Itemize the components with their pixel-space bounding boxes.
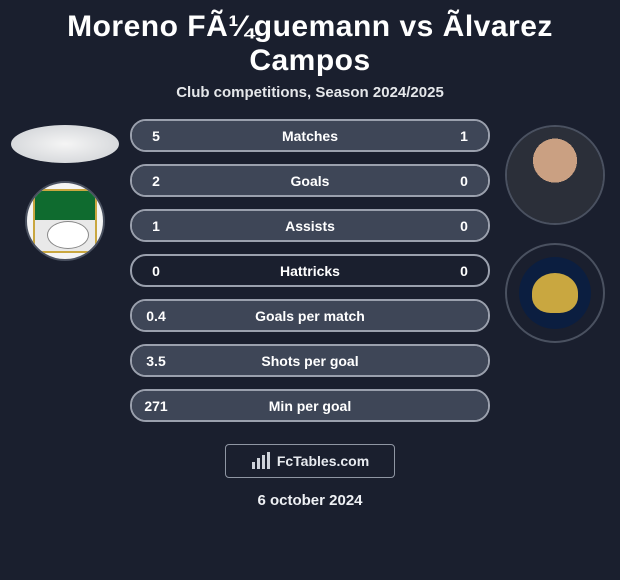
stat-bar: 1Assists0 — [130, 209, 490, 242]
stat-value-left: 5 — [132, 128, 180, 144]
comparison-infographic: Moreno FÃ¼guemann vs Ãlvarez Campos Club… — [0, 0, 620, 580]
stat-bar: 2Goals0 — [130, 164, 490, 197]
stat-label: Shots per goal — [180, 353, 440, 369]
stat-bar: 3.5Shots per goal — [130, 344, 490, 377]
stat-value-left: 0.4 — [132, 308, 180, 324]
left-player-column — [10, 119, 120, 261]
page-title: Moreno FÃ¼guemann vs Ãlvarez Campos — [0, 0, 620, 84]
stat-value-left: 3.5 — [132, 353, 180, 369]
stat-value-right: 0 — [440, 173, 488, 189]
left-club-logo — [25, 181, 105, 261]
stat-value-left: 2 — [132, 173, 180, 189]
stat-value-right: 0 — [440, 218, 488, 234]
stat-value-right: 0 — [440, 263, 488, 279]
right-player-column — [500, 119, 610, 343]
stat-label: Goals — [180, 173, 440, 189]
leon-crest-icon — [33, 189, 97, 253]
stat-bar: 0.4Goals per match — [130, 299, 490, 332]
stat-bar: 0Hattricks0 — [130, 254, 490, 287]
site-logo: FcTables.com — [225, 444, 395, 478]
right-player-avatar — [505, 125, 605, 225]
right-club-logo — [505, 243, 605, 343]
footer-date: 6 october 2024 — [0, 492, 620, 509]
stat-label: Hattricks — [180, 263, 440, 279]
pumas-crest-icon — [519, 257, 591, 329]
stat-value-left: 1 — [132, 218, 180, 234]
stats-column: 5Matches12Goals01Assists00Hattricks00.4G… — [130, 119, 490, 422]
stat-value-left: 271 — [132, 398, 180, 414]
stat-bar: 5Matches1 — [130, 119, 490, 152]
stat-value-left: 0 — [132, 263, 180, 279]
stat-value-right: 1 — [440, 128, 488, 144]
player-face-icon — [507, 127, 603, 223]
stat-label: Goals per match — [180, 308, 440, 324]
stat-label: Matches — [180, 128, 440, 144]
main-row: 5Matches12Goals01Assists00Hattricks00.4G… — [0, 119, 620, 422]
stat-bar: 271Min per goal — [130, 389, 490, 422]
subtitle: Club competitions, Season 2024/2025 — [0, 84, 620, 119]
pumas-face-icon — [532, 273, 578, 313]
stat-label: Assists — [180, 218, 440, 234]
chart-icon — [251, 452, 271, 470]
site-logo-text: FcTables.com — [277, 453, 369, 469]
left-player-avatar — [11, 125, 119, 163]
stat-label: Min per goal — [180, 398, 440, 414]
